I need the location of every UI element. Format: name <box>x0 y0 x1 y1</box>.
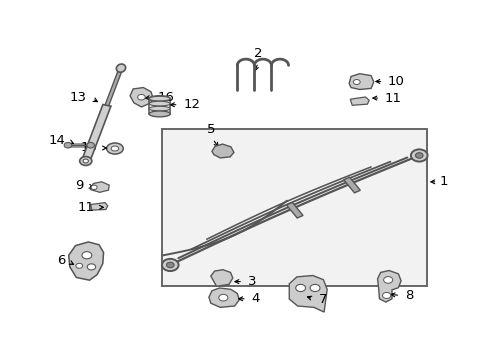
Bar <box>161 129 426 286</box>
Polygon shape <box>90 182 109 192</box>
Ellipse shape <box>149 111 170 117</box>
Ellipse shape <box>162 259 178 271</box>
Text: 14: 14 <box>49 134 65 147</box>
Text: 11: 11 <box>384 91 401 105</box>
Text: 7: 7 <box>318 293 326 306</box>
Ellipse shape <box>353 80 359 85</box>
Polygon shape <box>348 74 373 90</box>
Polygon shape <box>130 87 153 107</box>
Ellipse shape <box>111 146 119 151</box>
Ellipse shape <box>382 292 390 298</box>
Ellipse shape <box>149 96 170 102</box>
Polygon shape <box>286 202 303 218</box>
Ellipse shape <box>415 153 422 158</box>
Ellipse shape <box>83 159 88 163</box>
Ellipse shape <box>383 276 392 283</box>
Polygon shape <box>81 104 111 162</box>
Text: 13: 13 <box>70 91 87 104</box>
Text: 15: 15 <box>81 141 97 154</box>
Ellipse shape <box>410 149 427 162</box>
Ellipse shape <box>149 101 170 106</box>
Ellipse shape <box>80 157 92 166</box>
Ellipse shape <box>87 264 96 270</box>
Text: 1: 1 <box>439 175 447 188</box>
Polygon shape <box>211 144 233 158</box>
Ellipse shape <box>106 143 123 154</box>
Text: 4: 4 <box>251 292 259 305</box>
Ellipse shape <box>116 64 125 72</box>
Polygon shape <box>210 270 232 286</box>
Text: 11: 11 <box>77 201 94 214</box>
Ellipse shape <box>309 284 319 292</box>
Ellipse shape <box>64 143 72 148</box>
Polygon shape <box>90 203 107 210</box>
Polygon shape <box>208 288 239 307</box>
Text: 3: 3 <box>247 275 256 288</box>
Ellipse shape <box>82 252 92 259</box>
Polygon shape <box>68 242 103 280</box>
Ellipse shape <box>295 284 305 292</box>
Text: 10: 10 <box>387 75 404 88</box>
Ellipse shape <box>138 94 145 100</box>
Text: 5: 5 <box>206 123 215 136</box>
Polygon shape <box>105 68 122 106</box>
Ellipse shape <box>91 185 97 190</box>
Text: 16: 16 <box>157 91 174 104</box>
Text: 9: 9 <box>75 179 83 193</box>
Polygon shape <box>343 177 360 193</box>
Ellipse shape <box>87 143 94 148</box>
Polygon shape <box>349 97 368 105</box>
Text: 2: 2 <box>253 47 262 60</box>
Ellipse shape <box>149 96 170 101</box>
Text: 12: 12 <box>183 98 200 111</box>
Ellipse shape <box>149 106 170 111</box>
Ellipse shape <box>166 262 174 268</box>
Polygon shape <box>377 270 400 302</box>
Text: 8: 8 <box>405 289 413 302</box>
Polygon shape <box>289 275 326 312</box>
Ellipse shape <box>218 294 227 301</box>
Text: 6: 6 <box>57 254 65 267</box>
Ellipse shape <box>76 263 82 268</box>
